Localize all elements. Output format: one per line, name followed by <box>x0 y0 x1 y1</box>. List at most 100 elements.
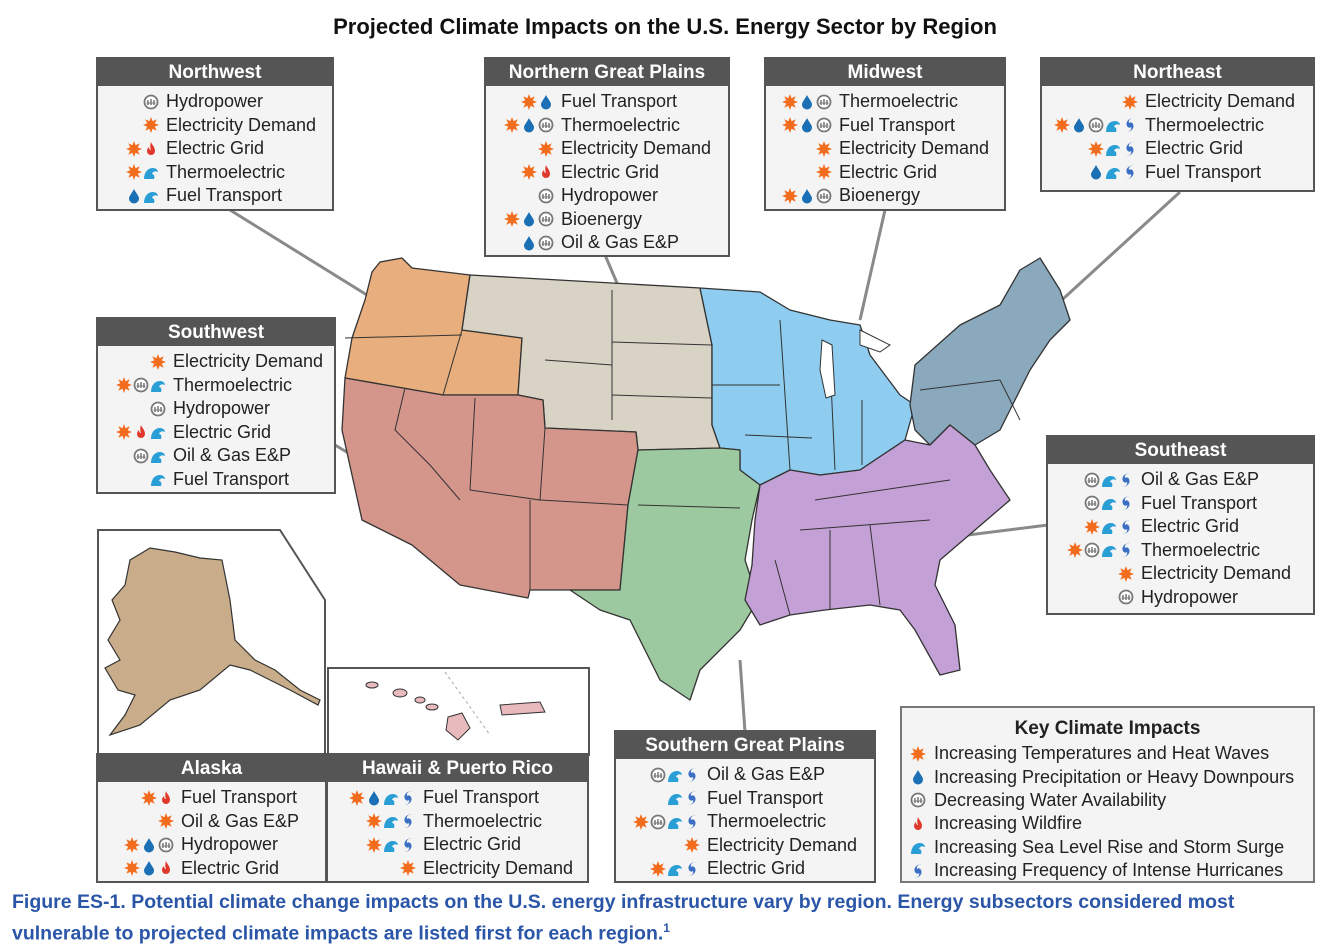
impact-row: Oil & Gas E&P <box>622 763 868 787</box>
legend-label: Increasing Temperatures and Heat Waves <box>934 743 1270 764</box>
dry-water-icon <box>1088 117 1104 133</box>
impact-row: Electricity Demand <box>1048 90 1307 114</box>
wave-icon <box>1101 519 1117 535</box>
dry-water-icon <box>538 211 554 227</box>
impact-icons <box>492 188 554 204</box>
region-box-northeast: Northeast Electricity Demand Thermoelectr… <box>1040 57 1315 192</box>
water-drop-icon <box>141 860 157 876</box>
impact-icons <box>1054 542 1134 559</box>
impact-icons <box>1048 140 1138 157</box>
subsector-label: Electricity Demand <box>166 114 317 135</box>
impact-icons <box>1048 93 1138 110</box>
impact-row: Fuel Transport <box>104 468 328 492</box>
legend-item: Increasing Sea Level Rise and Storm Surg… <box>902 836 1313 859</box>
impact-row: Electric Grid <box>104 857 319 881</box>
impact-icons <box>104 377 166 394</box>
dry-water-icon <box>650 814 666 830</box>
leader-line-southeast <box>967 523 1049 537</box>
subsector-label: Fuel Transport <box>181 787 298 808</box>
dry-water-icon <box>538 188 554 204</box>
subsector-label: Electricity Demand <box>173 351 324 372</box>
sun-burst-icon <box>816 140 832 157</box>
hurricane-icon <box>684 814 700 830</box>
sun-burst-icon <box>124 836 140 853</box>
wave-icon <box>1105 164 1121 180</box>
impact-row: Electricity Demand <box>622 834 868 858</box>
sun-burst-icon <box>158 813 174 830</box>
subsector-label: Fuel Transport <box>1141 492 1258 513</box>
sun-burst-icon <box>504 211 520 228</box>
subsector-label: Oil & Gas E&P <box>173 445 292 466</box>
flame-icon <box>133 424 149 440</box>
hurricane-icon <box>1122 141 1138 157</box>
impact-row: Electric Grid <box>1054 515 1307 539</box>
impact-row: Fuel Transport <box>492 90 722 114</box>
sun-burst-icon <box>126 164 142 181</box>
impact-row: Electric Grid <box>1048 137 1307 161</box>
flame-icon <box>538 164 554 180</box>
impact-row: Electric Grid <box>492 161 722 185</box>
region-title: Southwest <box>98 319 334 346</box>
subsector-label: Thermoelectric <box>423 810 543 831</box>
subsector-label: Electricity Demand <box>707 834 858 855</box>
impact-icons <box>622 767 700 783</box>
impact-icons <box>492 117 554 134</box>
impact-icons <box>1054 565 1134 582</box>
dry-water-icon <box>816 117 832 133</box>
sun-burst-icon <box>150 353 166 370</box>
subsector-label: Electric Grid <box>1145 138 1244 159</box>
sun-burst-icon <box>124 860 140 877</box>
subsector-label: Thermoelectric <box>707 811 827 832</box>
water-drop-icon <box>521 211 537 227</box>
impact-icons <box>104 813 174 830</box>
dry-water-icon <box>538 235 554 251</box>
water-drop-icon <box>1071 117 1087 133</box>
impact-icons <box>492 235 554 251</box>
dry-water-icon <box>1084 472 1100 488</box>
subsector-label: Thermoelectric <box>561 114 681 135</box>
subsector-label: Electric Grid <box>423 834 522 855</box>
impact-icons <box>622 813 700 830</box>
subsector-label: Hydropower <box>1141 586 1239 607</box>
hurricane-icon <box>1122 164 1138 180</box>
hurricane-icon <box>910 863 926 879</box>
impact-row: Fuel Transport <box>334 786 581 810</box>
impact-row: Electric Grid <box>622 857 868 881</box>
subsector-label: Oil & Gas E&P <box>1141 469 1260 490</box>
dry-water-icon <box>133 448 149 464</box>
impact-icons <box>104 448 166 464</box>
subsector-label: Electric Grid <box>181 857 280 878</box>
hurricane-icon <box>684 790 700 806</box>
impact-row: Electricity Demand <box>492 137 722 161</box>
sun-burst-icon <box>366 813 382 830</box>
sun-burst-icon <box>521 93 537 110</box>
impact-row: Hydropower <box>104 397 328 421</box>
water-drop-icon <box>126 188 142 204</box>
legend-label: Increasing Wildfire <box>934 813 1083 834</box>
impact-icons <box>334 836 416 853</box>
subsector-label: Hydropower <box>173 398 271 419</box>
hurricane-icon <box>1118 495 1134 511</box>
impact-icons <box>1048 117 1138 134</box>
sun-burst-icon <box>910 745 926 762</box>
region-box-southeast: Southeast Oil & Gas E&P Fuel Transport Ele… <box>1046 435 1315 615</box>
subsector-label: Hydropower <box>181 834 279 855</box>
impact-row: Fuel Transport <box>1054 492 1307 516</box>
wave-icon <box>1105 117 1121 133</box>
wave-icon <box>667 814 683 830</box>
impact-icons <box>104 401 166 417</box>
subsector-label: Electricity Demand <box>423 857 574 878</box>
sun-burst-icon <box>816 164 832 181</box>
hurricane-icon <box>684 767 700 783</box>
region-box-ngp: Northern Great Plains Fuel Transport Ther… <box>484 57 730 257</box>
legend-item: Increasing Wildfire <box>902 812 1313 835</box>
region-hawaii <box>365 681 471 741</box>
subsector-label: Thermoelectric <box>173 374 293 395</box>
legend-item: Decreasing Water Availability <box>902 789 1313 812</box>
sun-burst-icon <box>1084 518 1100 535</box>
dry-water-icon <box>150 401 166 417</box>
subsector-label: Fuel Transport <box>707 787 824 808</box>
impact-icons <box>104 789 174 806</box>
leader-lines <box>229 190 1182 733</box>
